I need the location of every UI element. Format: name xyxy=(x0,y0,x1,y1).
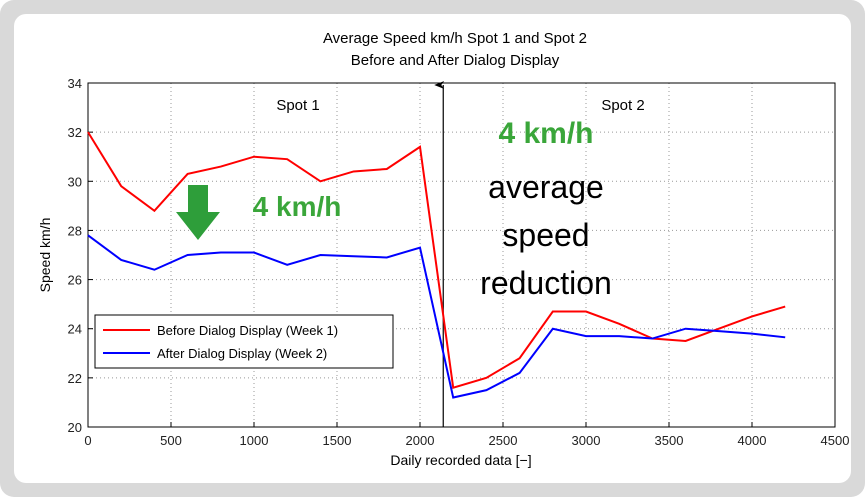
chart-title: Average Speed km/h Spot 1 and Spot 2 xyxy=(323,30,587,47)
x-axis-label: Daily recorded data [−] xyxy=(390,452,531,468)
region-label: Spot 2 xyxy=(601,97,644,114)
y-tick-label: 20 xyxy=(68,420,82,435)
x-tick-label: 4000 xyxy=(738,433,767,448)
y-tick-label: 34 xyxy=(68,76,82,91)
reduction-note: average xyxy=(488,169,604,205)
x-tick-label: 0 xyxy=(84,433,91,448)
plot-border xyxy=(87,82,836,428)
x-tick-label: 1000 xyxy=(240,433,269,448)
x-tick-label: 4500 xyxy=(821,433,850,448)
region-label: Spot 1 xyxy=(276,97,319,114)
y-tick-label: 22 xyxy=(68,371,82,386)
series-line xyxy=(87,234,786,399)
y-tick-label: 26 xyxy=(68,273,82,288)
right-note: 4 km/h xyxy=(498,117,593,150)
series-line xyxy=(87,131,786,389)
green-arrow xyxy=(176,185,220,240)
reduction-note: speed xyxy=(502,217,589,253)
chart-subtitle: Before and After Dialog Display xyxy=(351,52,560,69)
y-tick-label: 28 xyxy=(68,223,82,238)
panel xyxy=(14,14,851,483)
legend-box xyxy=(94,314,394,369)
reduction-note: reduction xyxy=(480,265,612,301)
legend-label: Before Dialog Display (Week 1) xyxy=(157,323,338,338)
left-note: 4 km/h xyxy=(253,191,342,222)
x-tick-label: 500 xyxy=(160,433,182,448)
y-tick-label: 32 xyxy=(68,125,82,140)
y-tick-label: 24 xyxy=(68,322,82,337)
y-tick-label: 30 xyxy=(68,174,82,189)
x-tick-label: 2000 xyxy=(406,433,435,448)
y-axis-label: Speed km/h xyxy=(37,218,53,293)
x-tick-label: 3000 xyxy=(572,433,601,448)
legend-label: After Dialog Display (Week 2) xyxy=(157,346,327,361)
x-tick-label: 3500 xyxy=(655,433,684,448)
x-tick-label: 1500 xyxy=(323,433,352,448)
x-tick-label: 2500 xyxy=(489,433,518,448)
